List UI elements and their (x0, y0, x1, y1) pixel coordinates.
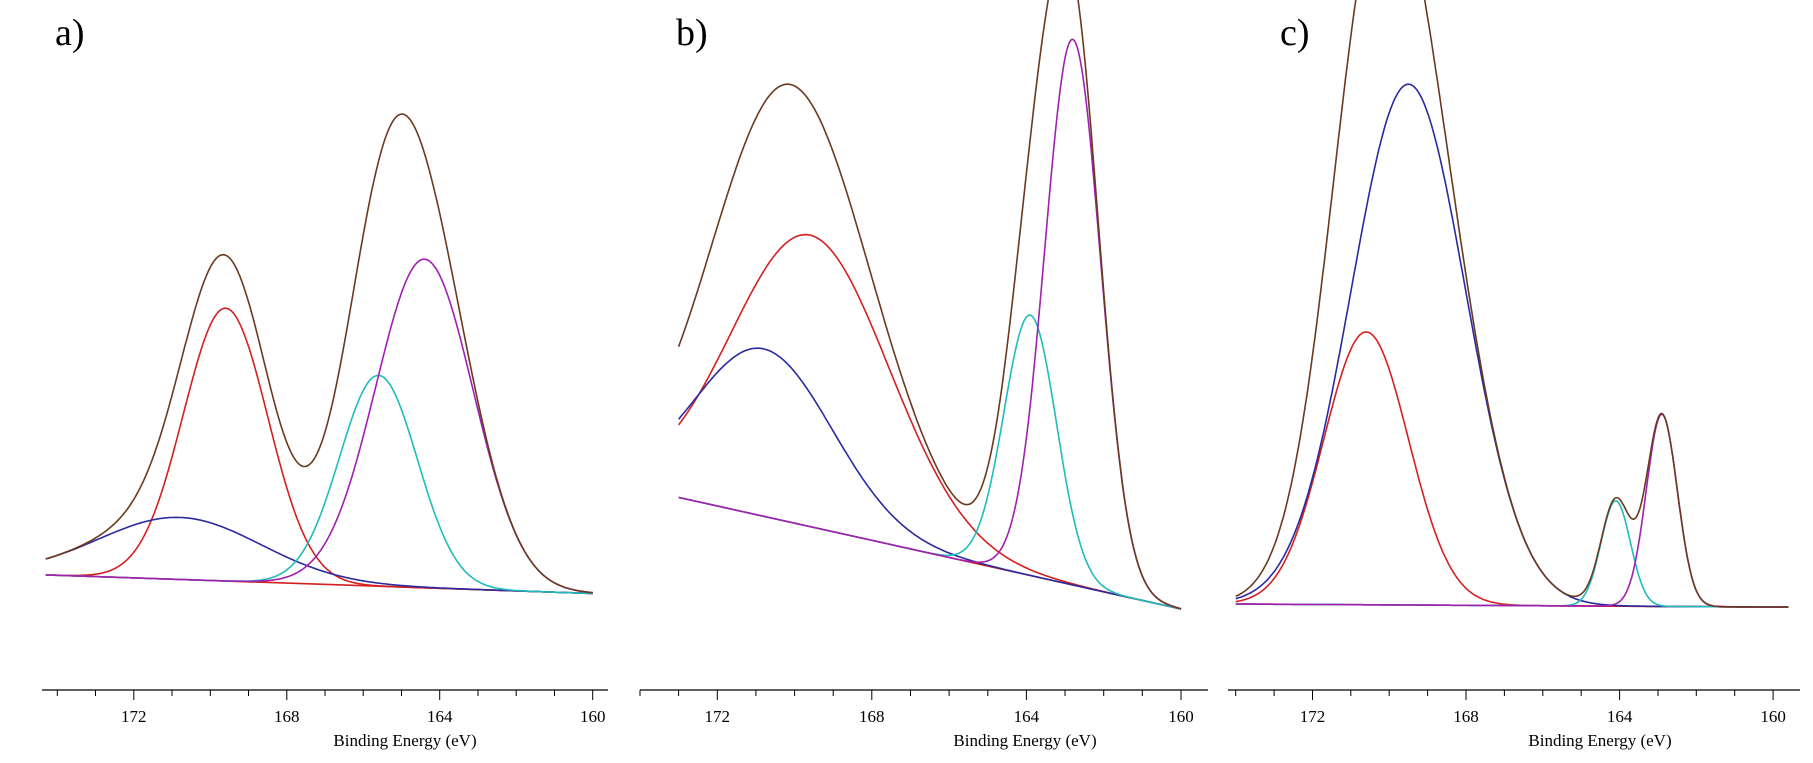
panel-a-s-component-2 (45, 516, 593, 595)
panel-a-curves (45, 113, 593, 595)
panel-b-ticks (639, 690, 1182, 700)
panel-c-curves (1235, 0, 1789, 608)
panel-b-tick-labels: 172 168 164 160 (705, 707, 1194, 726)
panel-a-ticks (56, 690, 594, 700)
panel-b-x-axis-title: Binding Energy (eV) (953, 731, 1096, 750)
panel-c: c) 172 168 164 160 Binding Energy (eV) (1228, 0, 1800, 750)
panel-b-tick-label-164: 164 (1014, 707, 1040, 726)
panel-label-c: c) (1280, 12, 1310, 54)
panel-b-envelope (677, 0, 1182, 610)
panel-c-ticks (1235, 690, 1774, 700)
panel-c-envelope (1235, 0, 1789, 608)
panel-c-tick-label-172: 172 (1300, 707, 1326, 726)
panel-label-b: b) (676, 12, 708, 54)
panel-b-curves (677, 0, 1182, 610)
panel-b-tick-label-168: 168 (859, 707, 885, 726)
panel-c-tick-label-164: 164 (1607, 707, 1633, 726)
panel-label-a: a) (55, 12, 85, 54)
panel-c-tick-label-160: 160 (1760, 707, 1786, 726)
panel-a: a) 172 168 164 160 Binding Energy (eV) (42, 12, 608, 750)
panel-b-tick-label-160: 160 (1168, 707, 1194, 726)
panel-b: b) 172 168 164 160 Binding Energy (eV) (639, 0, 1208, 750)
panel-a-x-axis-title: Binding Energy (eV) (333, 731, 476, 750)
panel-a-envelope (45, 113, 593, 594)
panel-b-s-component-2 (677, 347, 1182, 610)
panel-c-tick-label-168: 168 (1453, 707, 1479, 726)
panel-a-tick-label-168: 168 (274, 707, 300, 726)
panel-a-tick-label-172: 172 (121, 707, 147, 726)
panel-b-s-component-4 (678, 38, 1182, 610)
panel-b-tick-label-172: 172 (705, 707, 731, 726)
panel-a-tick-labels: 172 168 164 160 (121, 707, 605, 726)
panel-c-tick-labels: 172 168 164 160 (1300, 707, 1786, 726)
panel-a-tick-label-160: 160 (580, 707, 606, 726)
panel-c-x-axis-title: Binding Energy (eV) (1528, 731, 1671, 750)
panel-a-tick-label-164: 164 (427, 707, 453, 726)
